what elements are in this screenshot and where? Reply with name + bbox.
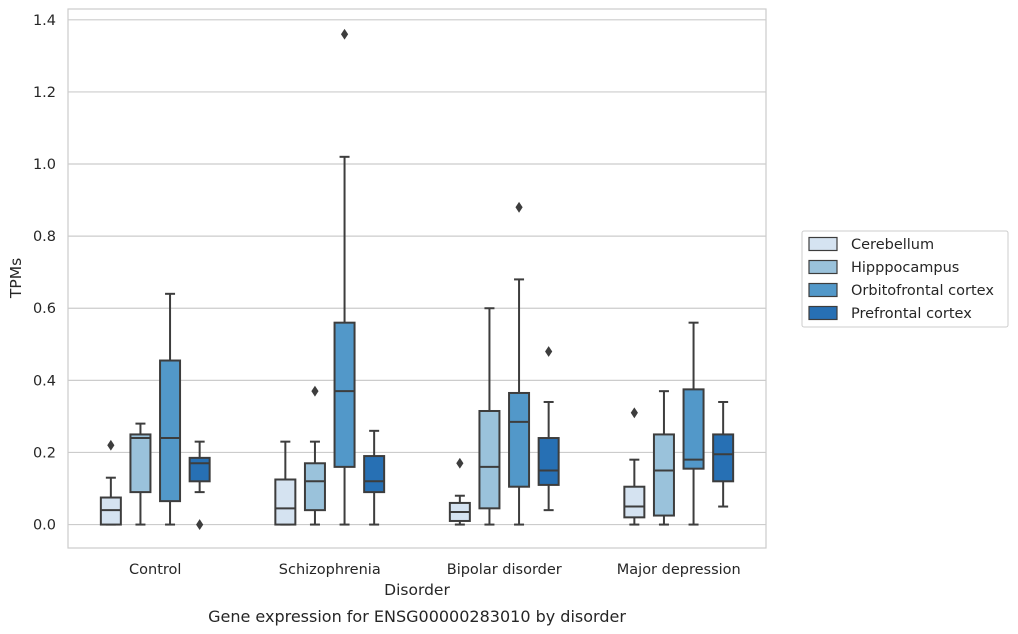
legend-item: Prefrontal cortex <box>808 305 972 322</box>
box-iqr <box>623 485 646 519</box>
series-hipppocampus <box>129 307 675 526</box>
y-tick-label: 0.6 <box>33 301 56 317</box>
box-series-group <box>99 28 735 530</box>
x-axis-label: Disorder <box>384 581 450 599</box>
x-tick-labels: Control Schizophrenia Bipolar disorder Majo… <box>129 562 741 578</box>
box-plot <box>652 390 675 526</box>
legend: Cerebellum Hipppocampus Orbitofrontal cort… <box>801 230 1009 328</box>
y-tick-label: 1.4 <box>33 13 56 29</box>
x-tick-label: Control <box>129 562 181 578</box>
legend-swatch <box>808 305 838 321</box>
y-axis-label: TPMs <box>7 258 25 299</box>
legend-label: Hipppocampus <box>851 260 959 276</box>
legend-item: Cerebellum <box>808 236 934 253</box>
y-tick-label: 0.0 <box>33 518 56 534</box>
box-iqr <box>682 388 705 470</box>
legend-swatch <box>808 259 838 275</box>
box-plot <box>508 201 531 526</box>
box-plot <box>682 321 705 526</box>
box-iqr <box>537 437 560 486</box>
box-iqr <box>159 359 182 503</box>
box-plot <box>303 385 326 526</box>
box-iqr <box>274 478 297 526</box>
legend-label: Orbitofrontal cortex <box>851 283 994 299</box>
box-plot <box>188 440 211 530</box>
chart-caption: Gene expression for ENSG00000283010 by d… <box>208 607 626 626</box>
x-tick-label: Bipolar disorder <box>447 562 562 578</box>
series-orbitofrontal-cortex <box>159 28 705 526</box>
box-plot <box>537 346 560 512</box>
outlier-point <box>107 439 115 451</box>
box-iqr <box>188 456 211 483</box>
outlier-point <box>311 385 319 397</box>
legend-item: Hipppocampus <box>808 259 959 276</box>
box-plot <box>129 422 152 526</box>
box-iqr <box>363 455 386 494</box>
outlier-point <box>515 201 523 213</box>
legend-label: Prefrontal cortex <box>851 306 972 322</box>
legend-swatch <box>808 236 838 252</box>
outlier-point <box>630 407 638 419</box>
box-iqr <box>129 433 152 494</box>
y-gridlines <box>68 19 766 526</box>
box-iqr <box>508 391 531 488</box>
box-plot <box>159 292 182 526</box>
y-tick-label: 0.8 <box>33 229 56 245</box>
box-iqr <box>303 462 326 512</box>
y-tick-label: 1.2 <box>33 85 56 101</box>
box-plot <box>623 407 646 526</box>
outlier-point <box>545 346 553 357</box>
y-tick-label: 0.2 <box>33 445 56 461</box>
series-cerebellum <box>99 407 646 526</box>
legend-frame <box>801 230 1009 328</box>
box-iqr <box>712 433 735 483</box>
box-plot <box>99 439 122 526</box>
outlier-point <box>196 519 204 530</box>
series-prefrontal-cortex <box>188 346 735 530</box>
x-tick-label: Major depression <box>617 562 741 578</box>
y-tick-label: 1.0 <box>33 157 56 173</box>
box-plot <box>333 28 356 526</box>
plot-frame <box>67 8 767 549</box>
x-tick-label: Schizophrenia <box>279 562 381 578</box>
legend-swatch <box>808 282 838 298</box>
box-plot <box>478 307 501 526</box>
box-iqr <box>478 409 501 510</box>
y-tick-labels: 0.0 0.2 0.4 0.6 0.8 1.0 1.2 1.4 <box>33 13 56 534</box>
box-plot <box>363 429 386 526</box>
outlier-point <box>456 457 464 469</box>
box-iqr <box>333 321 356 468</box>
legend-items: Cerebellum Hipppocampus Orbitofrontal cort… <box>808 236 994 322</box>
box-plot <box>274 440 297 526</box>
outlier-point <box>340 28 349 40</box>
box-iqr <box>652 433 675 517</box>
box-plot <box>448 457 471 526</box>
legend-item: Orbitofrontal cortex <box>808 282 994 299</box>
y-tick-label: 0.4 <box>33 373 56 389</box>
box-plot <box>712 400 735 508</box>
legend-label: Cerebellum <box>851 237 934 253</box>
